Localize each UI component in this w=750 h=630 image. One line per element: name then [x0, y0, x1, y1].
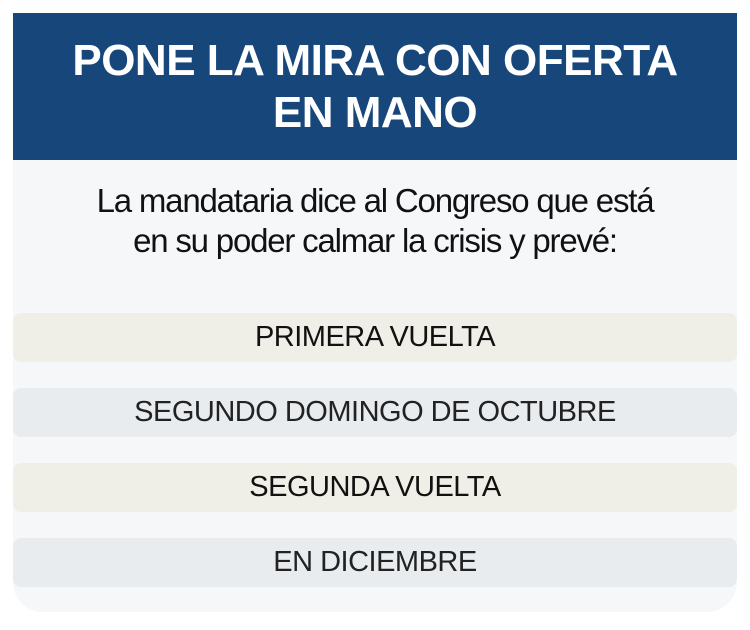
headline-line-1: PONE LA MIRA CON OFERTA [72, 35, 678, 85]
row-segunda-vuelta-date: EN DICIEMBRE [13, 538, 737, 587]
subtitle-line-2: en su poder calmar la crisis y prevé: [133, 222, 618, 259]
infographic-card: PONE LA MIRA CON OFERTA EN MANO La manda… [13, 13, 737, 612]
subtitle: La mandataria dice al Congreso que está … [13, 181, 737, 261]
row-primera-vuelta-date: SEGUNDO DOMINGO DE OCTUBRE [13, 388, 737, 437]
row-segunda-vuelta: SEGUNDA VUELTA [13, 463, 737, 512]
headline-line-2: EN MANO [272, 87, 478, 137]
header-banner: PONE LA MIRA CON OFERTA EN MANO [13, 13, 737, 160]
headline: PONE LA MIRA CON OFERTA EN MANO [72, 35, 678, 139]
row-primera-vuelta: PRIMERA VUELTA [13, 313, 737, 362]
subtitle-line-1: La mandataria dice al Congreso que está [96, 182, 655, 219]
